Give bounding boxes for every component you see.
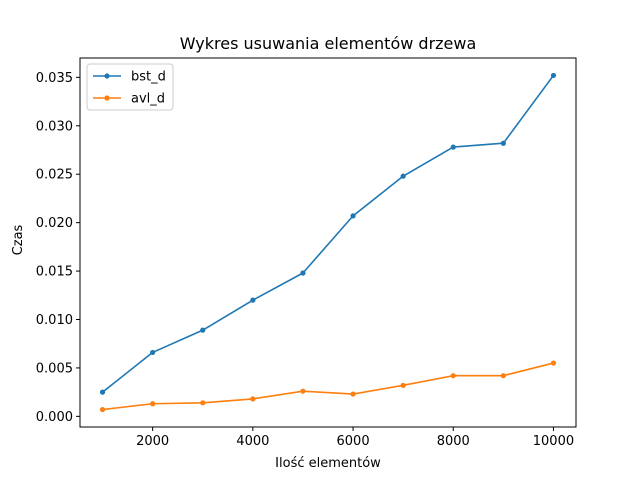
data-point-avl_d (99, 406, 106, 413)
y-tick-label: 0.030 (36, 119, 73, 134)
x-tick-label: 4000 (236, 434, 269, 449)
data-point-avl_d (350, 391, 356, 397)
data-point-bst_d (350, 213, 356, 219)
y-tick-label: 0.005 (36, 361, 73, 376)
data-point-bst_d (450, 144, 456, 150)
data-point-bst_d (400, 173, 406, 179)
data-point-avl_d (250, 396, 256, 402)
legend-marker-bst_d (104, 73, 110, 79)
x-tick-label: 6000 (337, 434, 370, 449)
data-point-bst_d (99, 389, 106, 395)
series-line-bst_d (101, 74, 555, 393)
y-tick-label: 0.020 (36, 216, 73, 231)
data-point-bst_d (500, 140, 506, 146)
legend: bst_d avl_d (86, 63, 174, 111)
chart-title: Wykres usuwania elementów drzewa (180, 34, 477, 53)
legend-label-bst_d: bst_d (131, 70, 166, 85)
data-point-avl_d (150, 401, 156, 407)
data-point-bst_d (250, 297, 256, 303)
y-tick-label: 0.035 (36, 71, 73, 86)
data-point-avl_d (200, 400, 206, 406)
y-tick-label: 0.010 (36, 313, 73, 328)
plot-area: 2000 4000 6000 8000 10000 0.000 0.005 0.010 0.01… (36, 57, 577, 449)
data-point-avl_d (400, 382, 406, 388)
data-point-avl_d (450, 373, 456, 379)
data-point-bst_d (550, 72, 557, 79)
y-tick-label: 0.015 (36, 265, 73, 280)
x-axis-label: Ilość elementów (275, 456, 381, 471)
data-point-avl_d (500, 373, 506, 379)
data-point-bst_d (150, 349, 156, 356)
data-point-bst_d (300, 270, 306, 276)
legend-label-avl_d: avl_d (131, 92, 165, 107)
axes-frame (79, 57, 577, 428)
y-tick-label: 0.000 (36, 410, 73, 425)
x-tick-label: 10000 (533, 434, 574, 449)
x-tick-label: 8000 (437, 434, 470, 449)
y-tick-label: 0.025 (36, 168, 73, 183)
data-point-avl_d (300, 388, 306, 394)
data-point-bst_d (200, 327, 206, 333)
legend-marker-avl_d (104, 95, 110, 101)
data-point-avl_d (550, 360, 557, 366)
series-line-avl_d (101, 362, 555, 411)
y-axis-label: Czas (11, 224, 26, 255)
x-tick-label: 2000 (136, 434, 169, 449)
